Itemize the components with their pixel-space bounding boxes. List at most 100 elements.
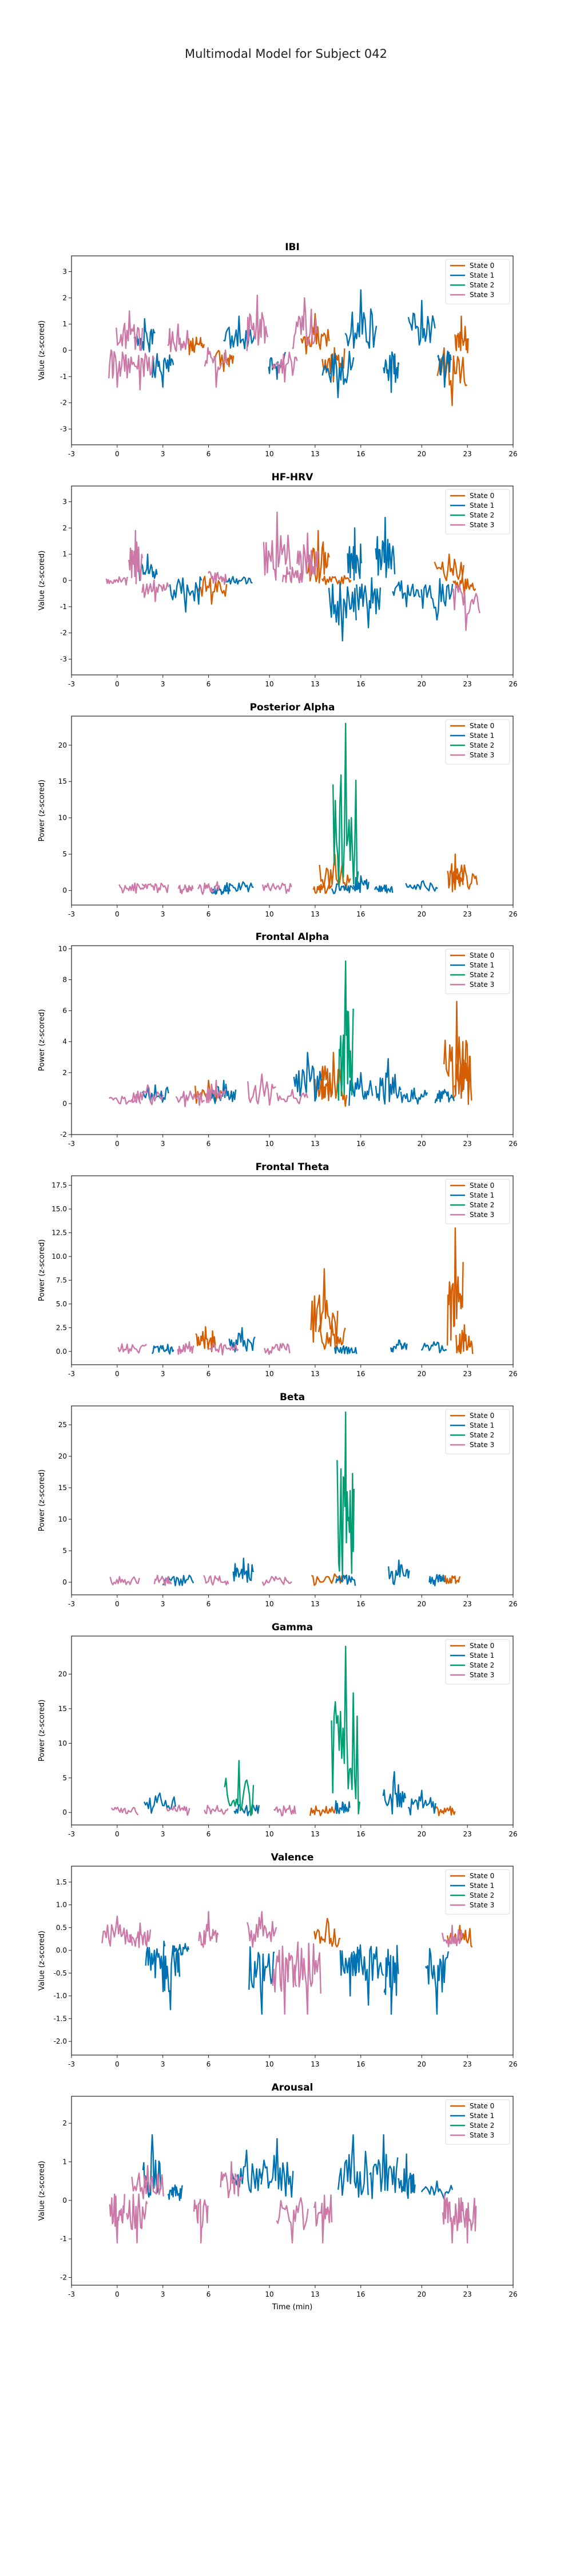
x-tick-label: 23: [463, 1370, 471, 1378]
series-line-state-1: [374, 884, 394, 894]
y-tick-label: 2.5: [56, 1323, 67, 1332]
series-line-state-3: [204, 1804, 229, 1815]
series-line-state-3: [177, 884, 194, 895]
series-line-state-0: [313, 1918, 341, 1948]
x-tick-label: 16: [356, 1830, 365, 1838]
series-line-state-1: [293, 1052, 322, 1102]
x-tick-label: 0: [115, 2290, 120, 2298]
series-line-state-0: [321, 575, 352, 586]
x-tick-label: 20: [418, 1830, 426, 1838]
x-tick-label: -3: [68, 450, 75, 458]
legend-label: State 2: [470, 2121, 494, 2129]
y-tick-label: 15: [58, 1705, 67, 1713]
series-line-state-3: [131, 1084, 164, 1105]
series-line-state-0: [300, 313, 330, 355]
x-tick-label: 6: [206, 680, 211, 688]
x-tick-label: 13: [311, 1830, 319, 1838]
legend-label: State 1: [470, 501, 494, 509]
series-line-state-3: [205, 1080, 227, 1104]
legend-label: State 0: [470, 1182, 494, 1190]
y-tick-label: -3: [60, 425, 67, 433]
series-line-state-3: [109, 2193, 125, 2244]
x-tick-label: 23: [463, 1140, 471, 1148]
series-line-state-1: [434, 1089, 455, 1104]
x-tick-label: 3: [161, 1830, 165, 1838]
legend-label: State 3: [470, 1211, 494, 1219]
x-tick-label: 13: [311, 680, 319, 688]
series-line-state-1: [333, 1345, 357, 1354]
panel-title: Posterior Alpha: [250, 702, 335, 713]
y-tick-label: 2: [62, 524, 67, 532]
y-tick-label: 15: [58, 1484, 67, 1492]
series-line-state-3: [193, 2199, 209, 2244]
series-line-state-3: [293, 1941, 321, 2015]
x-tick-label: 20: [418, 1370, 426, 1378]
series-line-state-3: [271, 351, 298, 383]
y-axis-label: Value (z-scored): [38, 1931, 46, 1991]
series-line-state-1: [356, 577, 382, 629]
axes-frame: [71, 1175, 514, 1365]
series-line-state-3: [166, 1804, 190, 1816]
y-tick-label: 4: [62, 1038, 67, 1046]
legend-label: State 2: [470, 1891, 494, 1899]
x-tick-label: 16: [356, 910, 365, 918]
legend-label: State 2: [470, 1661, 494, 1669]
series-line-state-1: [344, 289, 378, 349]
x-tick-label: 16: [356, 680, 365, 688]
y-tick-label: 0.0: [56, 1348, 67, 1356]
series-line-state-3: [261, 882, 292, 894]
x-tick-label: 16: [356, 450, 365, 458]
x-tick-label: 23: [463, 1600, 471, 1608]
legend-label: State 3: [470, 2131, 494, 2139]
x-tick-label: 6: [206, 1140, 211, 1148]
x-tick-label: 26: [509, 450, 517, 458]
axes-frame: [71, 2096, 514, 2286]
series-line-state-1: [424, 1947, 449, 2015]
axes-frame: [71, 716, 514, 906]
series-line-state-1: [348, 1072, 374, 1106]
series-line-state-1: [420, 578, 454, 621]
series-line-state-3: [101, 1915, 133, 1947]
series-line-state-3: [246, 294, 269, 351]
series-line-state-0: [196, 575, 228, 605]
series-line-state-1: [335, 1574, 356, 1586]
series-line-state-3: [281, 566, 303, 583]
panel-title: Arousal: [272, 2082, 313, 2093]
x-tick-label: 10: [265, 1830, 273, 1838]
y-tick-label: -2.0: [54, 2037, 67, 2045]
series-line-state-3: [276, 1089, 308, 1105]
x-tick-label: 26: [509, 1370, 517, 1378]
x-tick-label: 3: [161, 910, 165, 918]
x-tick-label: 13: [311, 1370, 319, 1378]
legend-label: State 1: [470, 1191, 494, 1199]
series-line-state-0: [310, 1268, 339, 1345]
legend-label: State 2: [470, 511, 494, 519]
series-line-state-3: [116, 310, 144, 351]
legend-label: State 0: [470, 2102, 494, 2110]
series-line-state-1: [143, 1792, 176, 1814]
y-tick-label: 0: [62, 1100, 67, 1108]
y-tick-label: 7.5: [56, 1276, 67, 1284]
x-tick-label: 26: [509, 2060, 517, 2068]
series-line-state-3: [203, 1575, 229, 1586]
y-tick-label: -2: [60, 399, 67, 407]
x-tick-label: 3: [161, 2060, 165, 2068]
legend-label: State 1: [470, 271, 494, 279]
legend-label: State 0: [470, 262, 494, 270]
figure-title: Multimodal Model for Subject 042: [185, 47, 387, 61]
y-tick-label: -1: [60, 2235, 67, 2243]
x-tick-label: 0: [115, 680, 120, 688]
series-line-state-1: [145, 1940, 166, 1979]
series-line-state-3: [177, 1341, 194, 1355]
y-tick-label: -3: [60, 655, 67, 663]
series-line-state-1: [407, 299, 436, 346]
y-tick-label: 25: [58, 1421, 67, 1429]
series-line-state-3: [458, 2197, 477, 2244]
series-line-state-1: [437, 350, 452, 388]
series-line-state-1: [224, 881, 254, 895]
x-tick-label: 10: [265, 450, 273, 458]
series-line-state-0: [213, 350, 235, 372]
